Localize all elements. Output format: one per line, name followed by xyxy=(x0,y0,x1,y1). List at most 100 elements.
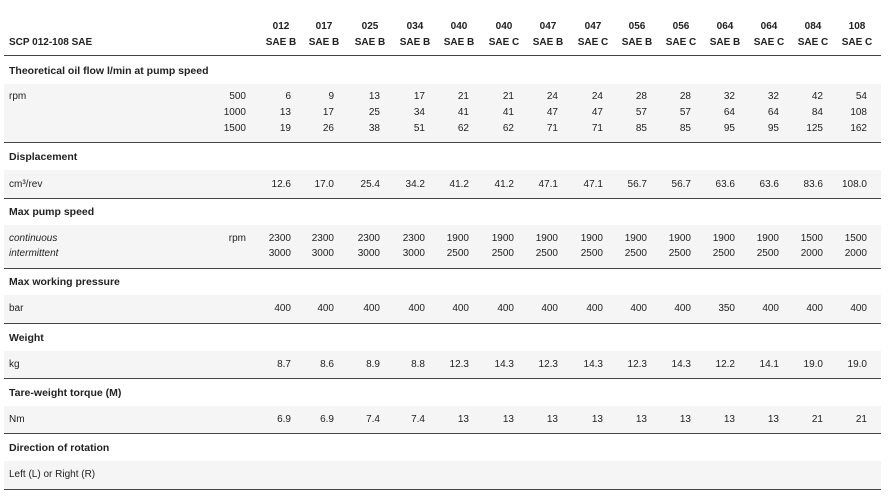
data-band xyxy=(4,461,881,489)
data-band xyxy=(4,170,881,198)
column-flange: SAE C xyxy=(577,37,609,48)
data-band xyxy=(4,295,881,323)
column-model: 047 xyxy=(539,21,557,32)
cell-value: 6 xyxy=(285,91,291,102)
cell-value: 34.2 xyxy=(405,179,425,190)
cell-value: 34 xyxy=(413,107,425,118)
cell-value: 400 xyxy=(541,303,558,314)
cell-value: 62 xyxy=(502,123,514,134)
cell-value: 2000 xyxy=(800,248,823,259)
cell-value: 13 xyxy=(679,414,691,425)
cell-value: 1900 xyxy=(624,233,647,244)
section-rule xyxy=(4,323,881,324)
cell-value: 6.9 xyxy=(320,414,334,425)
cell-value: 3000 xyxy=(311,248,334,259)
cell-value: 83.6 xyxy=(803,179,823,190)
section-title: Max pump speed xyxy=(9,206,95,218)
cell-value: 38 xyxy=(368,123,380,134)
column-model: 084 xyxy=(804,21,822,32)
column-model: 064 xyxy=(760,21,778,32)
cell-value: 41.2 xyxy=(449,179,469,190)
cell-value: 51 xyxy=(413,123,425,134)
cell-value: 2500 xyxy=(624,248,647,259)
cell-value: 1900 xyxy=(446,233,469,244)
cell-value: 1900 xyxy=(668,233,691,244)
cell-value: 56.7 xyxy=(671,179,691,190)
column-flange: SAE B xyxy=(308,37,340,48)
cell-value: 9 xyxy=(328,91,334,102)
cell-value: 1500 xyxy=(800,233,823,244)
cell-value: 26 xyxy=(322,123,334,134)
cell-value: 47.1 xyxy=(538,179,558,190)
column-model: 040 xyxy=(495,21,513,32)
row-unit: rpm xyxy=(228,233,246,244)
cell-value: 12.3 xyxy=(449,359,469,370)
column-flange: SAE B xyxy=(532,37,564,48)
cell-value: 13 xyxy=(723,414,735,425)
cell-value: 14.1 xyxy=(759,359,779,370)
data-band xyxy=(4,84,881,142)
cell-value: 63.6 xyxy=(715,179,735,190)
cell-value: 8.6 xyxy=(320,359,334,370)
cell-value: 25.4 xyxy=(360,179,380,190)
cell-value: 8.7 xyxy=(277,359,291,370)
cell-value: 400 xyxy=(762,303,779,314)
column-flange: SAE C xyxy=(797,37,829,48)
data-band xyxy=(4,406,881,433)
cell-value: 17 xyxy=(322,107,334,118)
cell-value: 1900 xyxy=(580,233,603,244)
cell-value: 2500 xyxy=(712,248,735,259)
header-rule xyxy=(4,55,881,56)
cell-value: 85 xyxy=(679,123,691,134)
cell-value: 25 xyxy=(368,107,380,118)
cell-value: 3000 xyxy=(268,248,291,259)
cell-value: 13 xyxy=(502,414,514,425)
cell-value: 85 xyxy=(635,123,647,134)
cell-value: 400 xyxy=(630,303,647,314)
cell-value: 400 xyxy=(806,303,823,314)
cell-value: 2500 xyxy=(491,248,514,259)
cell-value: 41 xyxy=(457,107,469,118)
section-rule xyxy=(4,268,881,269)
cell-value: 1500 xyxy=(844,233,867,244)
column-flange: SAE B xyxy=(399,37,431,48)
cell-value: 400 xyxy=(363,303,380,314)
column-flange: SAE B xyxy=(621,37,653,48)
section-rule xyxy=(4,489,881,490)
cell-value: 32 xyxy=(767,91,779,102)
cell-value: 56.7 xyxy=(627,179,647,190)
cell-value: 2500 xyxy=(535,248,558,259)
cell-value: 28 xyxy=(679,91,691,102)
column-flange: SAE C xyxy=(841,37,873,48)
cell-value: 57 xyxy=(679,107,691,118)
section-title: Direction of rotation xyxy=(9,442,110,454)
cell-value: 2300 xyxy=(357,233,380,244)
cell-value: 108.0 xyxy=(841,179,867,190)
cell-value: 2300 xyxy=(311,233,334,244)
cell-value: 17.0 xyxy=(314,179,334,190)
cell-value: 21 xyxy=(457,91,469,102)
row-label: kg xyxy=(9,359,20,370)
cell-value: 13 xyxy=(767,414,779,425)
speed-label: 1000 xyxy=(223,107,246,118)
cell-value: 47 xyxy=(591,107,603,118)
cell-value: 17 xyxy=(413,91,425,102)
column-model: 047 xyxy=(584,21,602,32)
cell-value: 1900 xyxy=(712,233,735,244)
column-model: 034 xyxy=(406,21,424,32)
cell-value: 19.0 xyxy=(847,359,867,370)
section-title: Theoretical oil flow l/min at pump speed xyxy=(9,65,209,77)
cell-value: 7.4 xyxy=(366,414,380,425)
section-rule xyxy=(4,378,881,379)
cell-value: 7.4 xyxy=(411,414,425,425)
cell-value: 71 xyxy=(546,123,558,134)
cell-value: 19.0 xyxy=(803,359,823,370)
row-label: Nm xyxy=(9,414,25,425)
cell-value: 400 xyxy=(674,303,691,314)
cell-value: 2300 xyxy=(268,233,291,244)
cell-value: 84 xyxy=(811,107,823,118)
cell-value: 95 xyxy=(767,123,779,134)
cell-value: 108 xyxy=(850,107,867,118)
column-model: 064 xyxy=(716,21,734,32)
